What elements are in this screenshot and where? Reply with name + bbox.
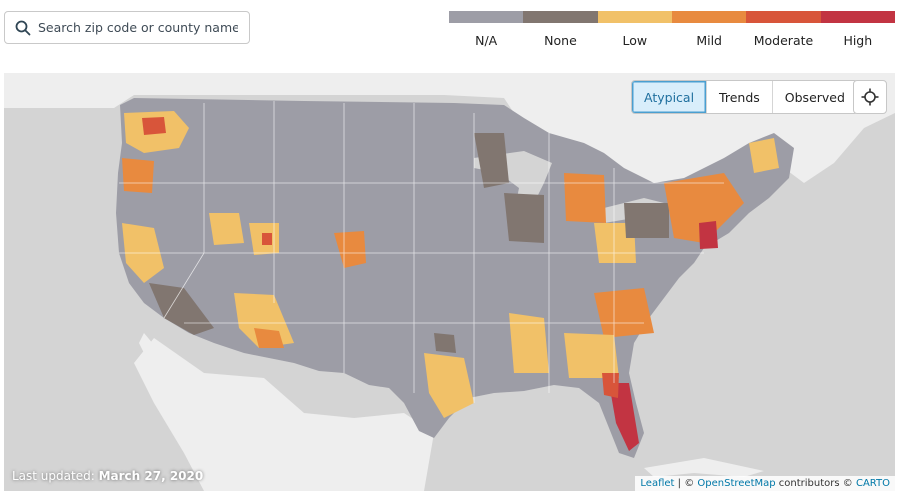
map[interactable]: Atypical Trends Observed Last updated: M…	[4, 73, 895, 491]
tab-atypical[interactable]: Atypical	[632, 81, 707, 113]
carto-link[interactable]: CARTO	[855, 478, 890, 489]
patch-florida	[609, 383, 639, 451]
patch-seattle	[142, 117, 166, 135]
locate-button[interactable]	[853, 80, 887, 114]
attribution-separator: | ©	[677, 478, 695, 489]
usa-land	[116, 98, 794, 458]
legend-swatch	[449, 11, 524, 23]
last-updated: Last updated: March 27, 2020	[12, 469, 203, 483]
legend-item-low: Low	[597, 11, 672, 48]
cuba-land	[644, 458, 764, 477]
patch-texas	[424, 353, 474, 418]
patch-michigan	[564, 173, 606, 223]
patch-nyc	[699, 221, 718, 249]
legend-label: Low	[622, 33, 648, 48]
patch-maine	[749, 138, 779, 173]
last-updated-label: Last updated:	[12, 469, 95, 483]
patch-appalachia	[624, 203, 669, 238]
legend-swatch	[820, 11, 895, 23]
legend-swatch	[671, 11, 747, 23]
baja-land	[139, 333, 204, 458]
legend-label: None	[544, 33, 577, 48]
patch-california-s	[149, 283, 214, 335]
map-basemap	[4, 73, 895, 491]
legend-label: Mild	[696, 33, 722, 48]
legend-swatch	[597, 11, 672, 23]
patch-northeast	[664, 173, 744, 243]
patch-florida-mod	[602, 373, 619, 398]
last-updated-date: March 27, 2020	[98, 469, 204, 483]
patch-utah-hot	[262, 233, 272, 245]
attribution-contributors: contributors ©	[778, 478, 853, 489]
search-input[interactable]	[38, 20, 238, 35]
legend-label: N/A	[475, 33, 498, 48]
patch-oregon	[122, 158, 154, 193]
search-icon	[15, 20, 31, 35]
patch-iowa-none	[504, 193, 544, 243]
patch-carolinas	[594, 288, 654, 338]
legend-item-moderate: Moderate	[746, 11, 821, 48]
patch-colorado	[334, 231, 366, 268]
legend-item-high: High	[820, 11, 895, 48]
patch-mississippi	[509, 313, 549, 373]
patch-nevada	[209, 213, 244, 245]
legend-swatch	[523, 11, 598, 23]
state-borders	[119, 101, 724, 403]
view-toggle: Atypical Trends Observed	[631, 80, 858, 114]
legend-label: Moderate	[753, 33, 814, 48]
search-box[interactable]	[4, 11, 250, 44]
legend-swatch	[746, 11, 821, 23]
leaflet-link[interactable]: Leaflet	[640, 478, 675, 489]
patch-arizona-mild	[254, 328, 284, 348]
legend: N/A None Low Mild Moderate High	[449, 11, 895, 48]
tab-observed[interactable]: Observed	[771, 81, 857, 113]
legend-item-mild: Mild	[671, 11, 747, 48]
county-patches	[122, 111, 779, 451]
openstreetmap-link[interactable]: OpenStreetMap	[697, 478, 776, 489]
mexico-land	[134, 338, 434, 491]
patch-plains-none	[474, 133, 509, 188]
legend-item-none: None	[523, 11, 598, 48]
legend-item-na: N/A	[449, 11, 524, 48]
legend-label: High	[843, 33, 873, 48]
patch-georgia	[564, 333, 619, 378]
crosshair-icon	[861, 88, 879, 106]
tab-trends[interactable]: Trends	[706, 81, 772, 113]
map-attribution: Leaflet | © OpenStreetMap contributors ©…	[635, 476, 895, 491]
patch-texas-none	[434, 333, 456, 353]
